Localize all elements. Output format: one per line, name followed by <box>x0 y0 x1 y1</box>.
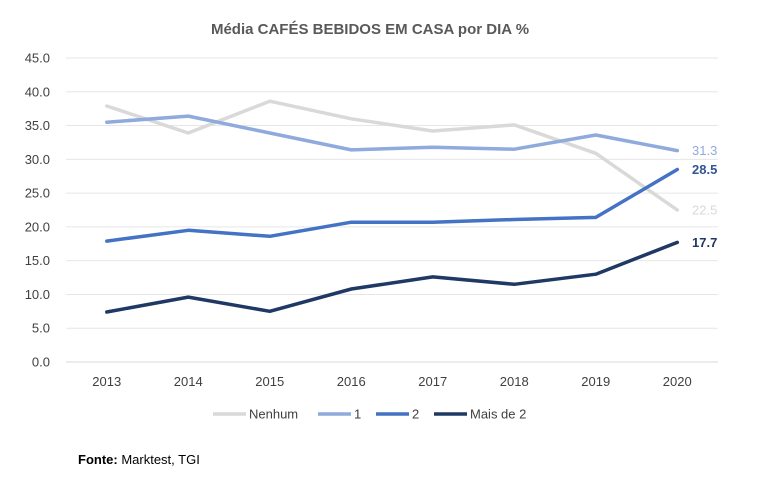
source-label: Fonte: <box>78 452 118 467</box>
source-note: Fonte: Marktest, TGI <box>78 452 200 467</box>
chart-title: Média CAFÉS BEBIDOS EM CASA por DIA % <box>211 21 529 38</box>
y-tick-label: 10.0 <box>25 287 50 302</box>
legend: Nenhum 1 2 Mais de 2 <box>213 407 526 422</box>
y-tick-label: 20.0 <box>25 219 50 234</box>
data-label: 22.5 <box>692 203 717 218</box>
x-tick-label: 2015 <box>255 374 284 389</box>
x-tick-label: 2016 <box>337 374 366 389</box>
x-tick-label: 2020 <box>663 374 692 389</box>
data-label: 17.7 <box>692 235 717 250</box>
y-tick-label: 25.0 <box>25 186 50 201</box>
x-axis-ticks: 2013 2014 2015 2016 2017 2018 2019 2020 <box>92 374 691 389</box>
series-lines <box>105 99 680 314</box>
y-tick-label: 15.0 <box>25 253 50 268</box>
legend-label: 2 <box>412 407 419 422</box>
x-tick-label: 2018 <box>500 374 529 389</box>
data-labels: 22.5 31.3 28.5 17.7 <box>692 143 717 250</box>
data-label: 28.5 <box>692 162 717 177</box>
y-tick-label: 5.0 <box>32 321 50 336</box>
y-tick-label: 30.0 <box>25 152 50 167</box>
series-line <box>105 99 680 212</box>
y-tick-label: 35.0 <box>25 118 50 133</box>
legend-label: 1 <box>354 407 361 422</box>
source-text: Marktest, TGI <box>117 452 200 467</box>
series-line <box>105 240 680 314</box>
y-tick-label: 0.0 <box>32 355 50 370</box>
x-tick-label: 2013 <box>92 374 121 389</box>
y-axis-ticks: 0.0 5.0 10.0 15.0 20.0 25.0 30.0 35.0 40.0 45.0 <box>25 51 50 370</box>
x-tick-label: 2014 <box>174 374 203 389</box>
data-label: 31.3 <box>692 143 717 158</box>
legend-label: Mais de 2 <box>470 407 526 422</box>
y-tick-label: 45.0 <box>25 51 50 66</box>
series-line <box>105 114 680 153</box>
x-tick-label: 2019 <box>581 374 610 389</box>
series-line <box>105 167 680 243</box>
legend-label: Nenhum <box>249 407 298 422</box>
x-tick-label: 2017 <box>418 374 447 389</box>
y-tick-label: 40.0 <box>25 84 50 99</box>
grid-lines <box>66 57 718 363</box>
